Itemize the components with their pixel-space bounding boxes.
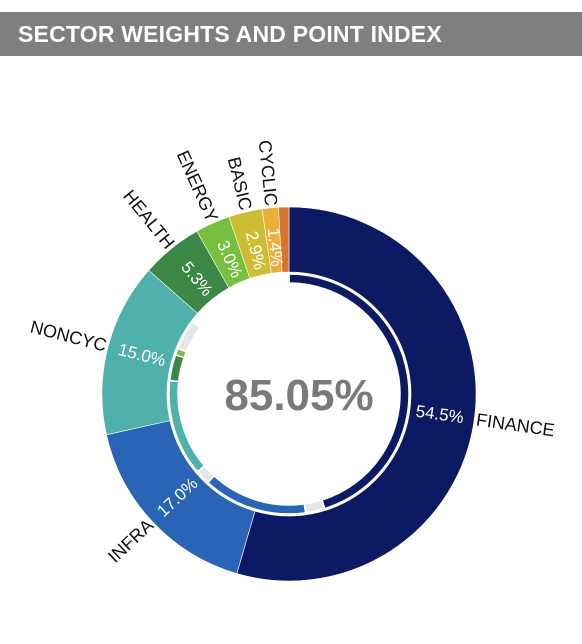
title-bar: SECTOR WEIGHTS AND POINT INDEX — [0, 12, 582, 56]
category-label-basic: BASIC — [224, 155, 256, 212]
category-label-cyclic: CYCLIC — [255, 139, 282, 207]
slice-finance — [236, 206, 477, 582]
category-label-finance: FINANCE — [475, 409, 556, 440]
slice-other-7 — [278, 206, 290, 273]
chart-title: SECTOR WEIGHTS AND POINT INDEX — [18, 20, 442, 47]
center-value: 85.05% — [224, 371, 373, 420]
category-label-energy: ENERGY — [173, 148, 222, 226]
category-label-noncyc: NONCYC — [28, 317, 109, 356]
inner-ring — [168, 273, 410, 515]
value-label-cyclic: 1.4% — [264, 227, 287, 267]
inner-ring-segment — [303, 499, 326, 514]
category-label-infra: INFRA — [104, 515, 157, 567]
outer-ring — [101, 206, 477, 582]
inner-ring-segment — [191, 273, 290, 329]
category-label-health: HEALTH — [119, 186, 178, 253]
